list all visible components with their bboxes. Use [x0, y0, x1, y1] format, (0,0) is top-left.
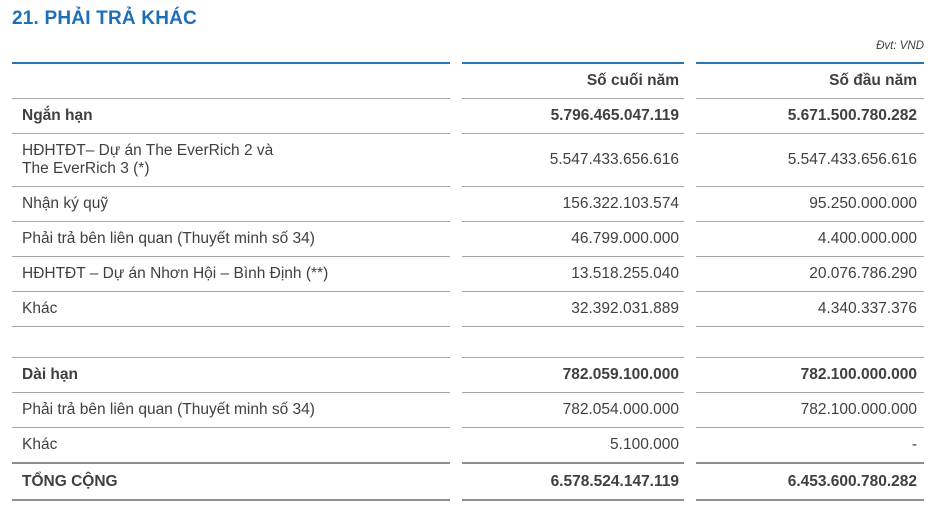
row-start-value: 5.671.500.780.282	[696, 99, 924, 134]
row-label: HĐHTĐT – Dự án Nhơn Hội – Bình Định (**)	[12, 257, 450, 292]
row-start-value: 782.100.000.000	[696, 358, 924, 393]
row-end-value: 32.392.031.889	[462, 292, 684, 327]
table-row-deposits: Nhận ký quỹ 156.322.103.574 95.250.000.0…	[12, 187, 924, 222]
table-row-long-term: Dài hạn 782.059.100.000 782.100.000.000	[12, 358, 924, 393]
row-start-value: 20.076.786.290	[696, 257, 924, 292]
row-start-value: 5.547.433.656.616	[696, 134, 924, 187]
row-end-value: 782.054.000.000	[462, 393, 684, 428]
row-start-value	[696, 327, 924, 358]
table-header-row: Số cuối năm Số đầu năm	[12, 62, 924, 99]
table-row-short-term: Ngắn hạn 5.796.465.047.119 5.671.500.780…	[12, 99, 924, 134]
row-start-value: 95.250.000.000	[696, 187, 924, 222]
table-row-other-short: Khác 32.392.031.889 4.340.337.376	[12, 292, 924, 327]
row-end-value: 156.322.103.574	[462, 187, 684, 222]
row-start-value: 4.340.337.376	[696, 292, 924, 327]
row-label: Ngắn hạn	[12, 99, 450, 134]
row-end-value: 13.518.255.040	[462, 257, 684, 292]
row-start-value: 6.453.600.780.282	[696, 464, 924, 501]
document-page: 21. PHẢI TRẢ KHÁC Đvt: VND Số cuối năm S…	[0, 8, 936, 501]
header-end-of-year: Số cuối năm	[462, 62, 684, 99]
row-end-value	[462, 327, 684, 358]
row-label: TỔNG CỘNG	[12, 464, 450, 501]
table-row-spacer	[12, 327, 924, 358]
row-label	[12, 327, 450, 358]
row-end-value: 5.547.433.656.616	[462, 134, 684, 187]
row-label: Phải trả bên liên quan (Thuyết minh số 3…	[12, 222, 450, 257]
row-end-value: 5.100.000	[462, 428, 684, 464]
table-row-other-long: Khác 5.100.000 -	[12, 428, 924, 464]
table-row-nhon-hoi: HĐHTĐT – Dự án Nhơn Hội – Bình Định (**)…	[12, 257, 924, 292]
row-end-value: 6.578.524.147.119	[462, 464, 684, 501]
row-start-value: 4.400.000.000	[696, 222, 924, 257]
table-row-related-party-long: Phải trả bên liên quan (Thuyết minh số 3…	[12, 393, 924, 428]
row-label: Khác	[12, 292, 450, 327]
row-label: HĐHTĐT– Dự án The EverRich 2 và The Ever…	[12, 134, 450, 187]
section-title: 21. PHẢI TRẢ KHÁC	[12, 8, 197, 29]
row-label: Phải trả bên liên quan (Thuyết minh số 3…	[12, 393, 450, 428]
header-start-of-year: Số đầu năm	[696, 62, 924, 99]
payables-table: Số cuối năm Số đầu năm Ngắn hạn 5.796.46…	[0, 62, 936, 501]
row-label: Khác	[12, 428, 450, 464]
row-start-value: 782.100.000.000	[696, 393, 924, 428]
row-label: Nhận ký quỹ	[12, 187, 450, 222]
row-label: Dài hạn	[12, 358, 450, 393]
row-end-value: 782.059.100.000	[462, 358, 684, 393]
row-start-value: -	[696, 428, 924, 464]
unit-label: Đvt: VND	[876, 40, 924, 52]
header-label-empty	[12, 62, 450, 99]
table-row-everrich: HĐHTĐT– Dự án The EverRich 2 và The Ever…	[12, 134, 924, 187]
row-end-value: 5.796.465.047.119	[462, 99, 684, 134]
row-end-value: 46.799.000.000	[462, 222, 684, 257]
table-row-grand-total: TỔNG CỘNG 6.578.524.147.119 6.453.600.78…	[12, 464, 924, 501]
table-row-related-party-short: Phải trả bên liên quan (Thuyết minh số 3…	[12, 222, 924, 257]
